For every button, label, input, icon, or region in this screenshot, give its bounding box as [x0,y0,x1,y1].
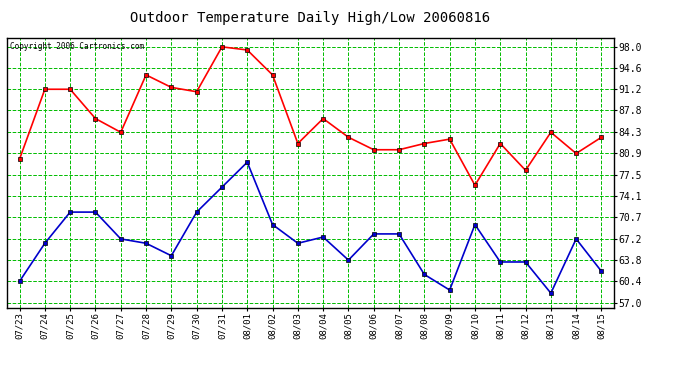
Text: Copyright 2006 Cartronics.com: Copyright 2006 Cartronics.com [10,42,144,51]
Text: Outdoor Temperature Daily High/Low 20060816: Outdoor Temperature Daily High/Low 20060… [130,11,491,25]
